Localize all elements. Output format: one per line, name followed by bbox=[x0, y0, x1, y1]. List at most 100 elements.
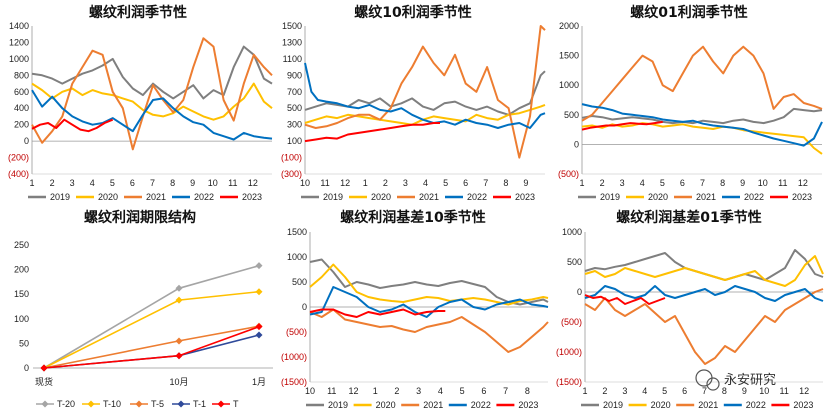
c3-y-tick-3: 500 bbox=[564, 110, 579, 120]
c2-y-tick-8: (100) bbox=[281, 153, 302, 163]
c6-x-tick-9: 10 bbox=[759, 386, 769, 396]
c4-y-tick-2: 150 bbox=[14, 289, 29, 299]
c5-series-2021 bbox=[309, 308, 549, 353]
c2-series-2021 bbox=[304, 25, 546, 159]
c6-series-2021 bbox=[584, 288, 824, 365]
c3-series-2021 bbox=[581, 45, 823, 122]
c3-x-tick-8: 9 bbox=[740, 178, 745, 188]
c5-x-tick-7: 5 bbox=[460, 386, 465, 396]
c3-x-tick-11: 12 bbox=[798, 178, 808, 188]
c3-x-tick-3: 4 bbox=[640, 178, 645, 188]
c3-y-tick-1: 1500 bbox=[559, 51, 579, 61]
c3-title: 螺纹01利润季节性 bbox=[630, 4, 747, 21]
c4-y-tick-3: 100 bbox=[14, 314, 29, 324]
c2-legend-label-2020: 2020 bbox=[371, 192, 391, 202]
c2-x-tick-1: 11 bbox=[320, 178, 329, 188]
c4-title: 螺纹利润期限结构 bbox=[84, 209, 196, 226]
c2-y-tick-4: 700 bbox=[287, 87, 302, 97]
c1-group: 螺纹利润季节性 1400 1200 1000 800 600 400 200 0 (200) (40… bbox=[8, 4, 273, 202]
c6-legend-label-2020: 2020 bbox=[651, 400, 671, 410]
c1-y-tick-3: 800 bbox=[14, 70, 29, 80]
c5-y-tick-5: (1000) bbox=[281, 352, 307, 362]
c6-series-2023 bbox=[584, 294, 666, 305]
c4-group: 螺纹利润期限结构 250 200 150 100 50 0 现货 10月 1月 T-20 T-10 T-… bbox=[14, 209, 273, 409]
c4-point-T-10-1 bbox=[175, 296, 183, 304]
c5-legend-label-2021: 2021 bbox=[423, 400, 443, 410]
c1-x-tick-2: 3 bbox=[70, 178, 75, 188]
c2-y-tick-9: (300) bbox=[281, 169, 302, 179]
c3-legend-label-2021: 2021 bbox=[696, 192, 716, 202]
c2-x-tick-10: 8 bbox=[503, 178, 508, 188]
c1-y-tick-4: 600 bbox=[14, 87, 29, 97]
c5-legend-label-2019: 2019 bbox=[328, 400, 348, 410]
c4-legend-label-T-20: T-20 bbox=[57, 399, 75, 409]
c4-point-T-1-2 bbox=[255, 331, 263, 339]
c2-title: 螺纹10利润季节性 bbox=[354, 4, 471, 21]
c4-legend-marker-T bbox=[217, 400, 225, 408]
c6-y-tick-3: (500) bbox=[561, 317, 582, 327]
c5-x-tick-0: 10 bbox=[305, 386, 315, 396]
c5-legend-label-2022: 2022 bbox=[471, 400, 491, 410]
c3-x-tick-0: 1 bbox=[579, 178, 584, 188]
c4-point-T-5-1 bbox=[175, 337, 183, 345]
c1-x-tick-8: 9 bbox=[190, 178, 195, 188]
c2-series-2023 bbox=[304, 122, 440, 143]
c1-y-tick-9: (400) bbox=[8, 169, 29, 179]
c6-x-tick-4: 5 bbox=[662, 386, 667, 396]
c5-x-tick-2: 12 bbox=[348, 386, 358, 396]
c2-x-tick-11: 9 bbox=[523, 178, 528, 188]
c3-x-tick-5: 6 bbox=[680, 178, 685, 188]
c1-legend-label-2019: 2019 bbox=[50, 192, 70, 202]
c6-x-tick-2: 3 bbox=[622, 386, 627, 396]
c1-y-tick-7: 0 bbox=[24, 136, 29, 146]
c1-x-tick-7: 8 bbox=[170, 178, 175, 188]
c6-series-2022 bbox=[584, 285, 824, 302]
c4-point-T-0 bbox=[40, 364, 48, 372]
c6-y-tick-0: 1000 bbox=[562, 227, 582, 237]
c1-legend-label-2023: 2023 bbox=[242, 192, 262, 202]
c1-x-tick-4: 5 bbox=[110, 178, 115, 188]
c6-legend-label-2022: 2022 bbox=[746, 400, 766, 410]
c6-x-tick-6: 7 bbox=[702, 386, 707, 396]
c3-series-2023 bbox=[581, 120, 663, 131]
c1-legend-label-2020: 2020 bbox=[98, 192, 118, 202]
c1-series-2021 bbox=[31, 37, 273, 151]
c3-legend-label-2022: 2022 bbox=[744, 192, 764, 202]
c5-y-tick-0: 1500 bbox=[287, 227, 307, 237]
c3-series-2022 bbox=[581, 103, 823, 147]
c4-legend-marker-T-1 bbox=[177, 400, 185, 408]
c3-series-2019 bbox=[581, 107, 823, 125]
c2-y-tick-7: 100 bbox=[287, 136, 302, 146]
c4-legend-label-T-10: T-10 bbox=[103, 399, 121, 409]
c2-x-tick-5: 3 bbox=[403, 178, 408, 188]
c4-legend-marker-T-20 bbox=[41, 400, 49, 408]
c4-y-tick-4: 50 bbox=[19, 338, 29, 348]
c3-x-tick-1: 2 bbox=[600, 178, 605, 188]
c3-x-tick-6: 7 bbox=[700, 178, 705, 188]
c4-series-T-10 bbox=[43, 290, 260, 369]
c2-y-tick-1: 1300 bbox=[282, 37, 302, 47]
c4-point-T-1 bbox=[175, 352, 183, 360]
c2-y-tick-5: 500 bbox=[287, 103, 302, 113]
c2-legend-label-2019: 2019 bbox=[323, 192, 343, 202]
c3-series-2020 bbox=[581, 122, 823, 155]
c6-x-tick-3: 4 bbox=[642, 386, 647, 396]
c1-series-2023 bbox=[31, 118, 114, 133]
c1-series-2020 bbox=[31, 82, 273, 121]
c1-x-tick-10: 11 bbox=[228, 178, 237, 188]
c4-y-tick-5: 0 bbox=[24, 363, 29, 373]
c5-legend-label-2020: 2020 bbox=[376, 400, 396, 410]
c1-x-tick-11: 12 bbox=[248, 178, 258, 188]
c3-x-tick-2: 3 bbox=[620, 178, 625, 188]
c5-x-tick-3: 1 bbox=[373, 386, 378, 396]
c3-x-tick-10: 11 bbox=[778, 178, 787, 188]
c5-x-tick-5: 3 bbox=[416, 386, 421, 396]
c1-y-tick-2: 1000 bbox=[9, 54, 29, 64]
c5-legend-label-2023: 2023 bbox=[518, 400, 538, 410]
watermark-group: 永安研究 bbox=[695, 369, 776, 391]
c1-y-tick-5: 400 bbox=[14, 103, 29, 113]
c1-x-tick-3: 4 bbox=[90, 178, 95, 188]
c4-x-tick-1: 10月 bbox=[169, 377, 188, 387]
c5-x-tick-8: 6 bbox=[481, 386, 486, 396]
